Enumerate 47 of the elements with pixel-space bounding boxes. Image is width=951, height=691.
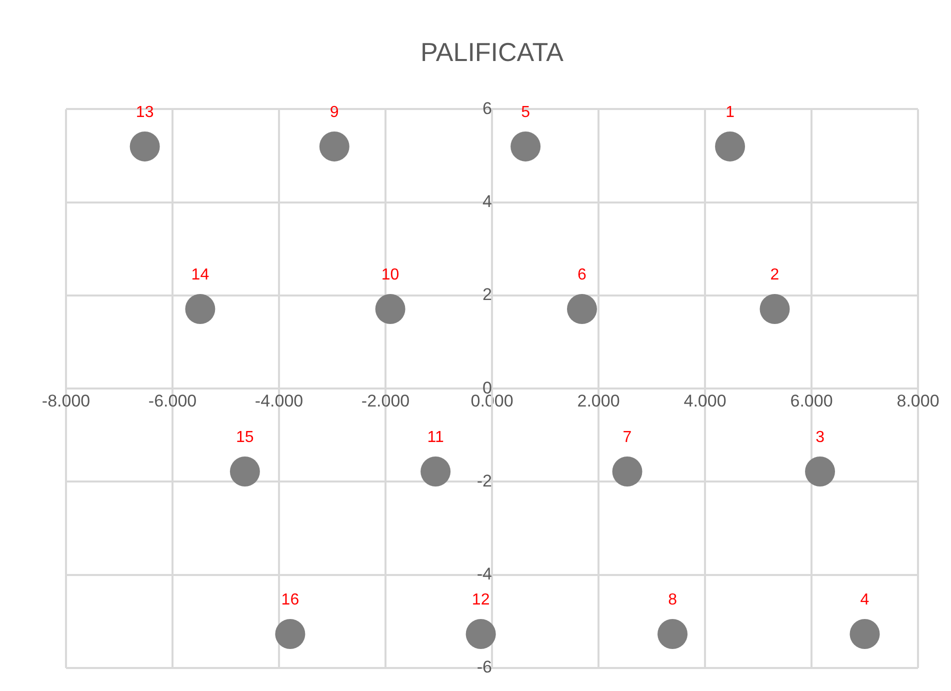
annotation: 9 [330,104,339,121]
x-tick-label: -6.000 [148,391,197,410]
annotation: 10 [381,266,400,284]
x-tick-label: -2.000 [361,391,410,410]
point [760,294,790,324]
point [420,456,451,486]
annotation: 3 [816,428,825,446]
x-tick-label: 2.000 [577,391,620,410]
y-tick-label: 2 [482,285,492,304]
chart-title: PALIFICATA [420,36,564,67]
point [612,456,642,486]
annotation: 16 [281,591,300,608]
point [466,619,496,650]
annotation: 7 [622,428,632,446]
point [850,619,880,650]
y-tick-label: -4 [476,564,492,584]
point [658,619,688,650]
point [715,131,746,162]
annotation: 15 [236,428,254,446]
point [510,131,541,162]
point [275,619,306,650]
y-tick-label: 6 [482,98,492,118]
x-tick-label: 8.000 [896,391,940,410]
point [230,456,260,486]
point [375,294,406,324]
y-tick-label: -2 [476,471,492,490]
annotation: 1 [726,104,735,121]
y-tick-label: 4 [482,192,492,212]
point [185,294,216,324]
point [130,131,160,162]
annotation: 8 [668,591,678,608]
annotation: 6 [578,266,587,284]
x-tick-label: -8.000 [42,391,90,410]
x-tick-label: -4.000 [254,391,304,410]
annotation: 2 [770,266,780,284]
annotation: 14 [191,266,210,284]
point [805,456,836,486]
y-tick-label: -6 [476,658,492,677]
annotation: 12 [472,591,490,608]
point [566,294,597,324]
annotation: 13 [136,104,154,121]
x-tick-label: 4.000 [684,391,726,410]
annotation: 5 [521,104,530,121]
point [319,131,350,162]
annotation: 11 [427,428,444,446]
annotation: 4 [860,591,870,608]
x-tick-label: 6.000 [790,391,833,410]
